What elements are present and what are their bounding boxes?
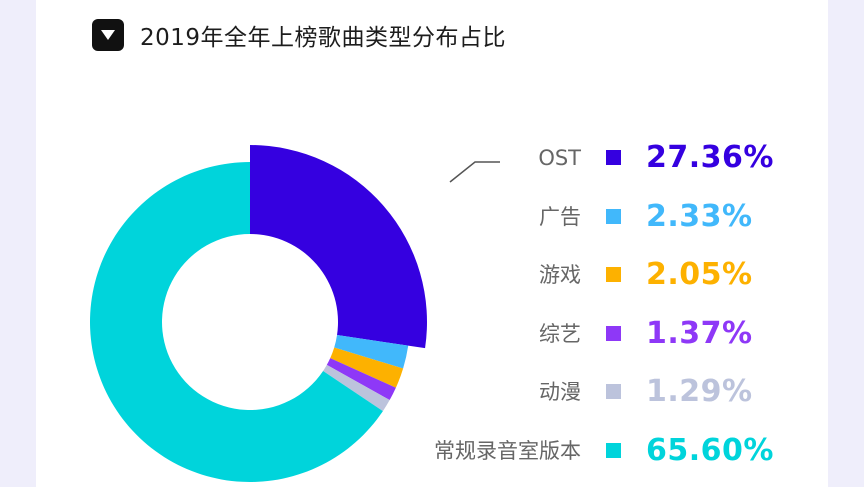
ost-leader-line [449, 161, 500, 183]
legend-label: 综艺 [539, 321, 581, 346]
legend-label: 游戏 [539, 263, 581, 287]
triangle-down-icon[interactable] [92, 19, 124, 51]
triangle-down-icon-glyph [101, 30, 115, 40]
chart-title: 2019年全年上榜歌曲类型分布占比 [140, 25, 507, 51]
legend-swatch [606, 325, 621, 341]
slice-1 [334, 335, 409, 369]
legend-item-0: OST 27.36% [0, 138, 864, 178]
legend-value: 1.29% [646, 374, 753, 409]
legend-swatch [606, 442, 621, 458]
legend-label: 动漫 [539, 380, 581, 404]
legend-item-5: 常规录音室版本 65.60% [0, 431, 864, 471]
legend-swatch [606, 208, 621, 224]
chart-header: 2019年全年上榜歌曲类型分布占比 [92, 18, 506, 52]
slice-4 [323, 364, 390, 412]
donut-slices [89, 145, 427, 482]
slice-5 [89, 162, 383, 482]
legend-label: OST [538, 146, 581, 170]
slice-2 [330, 347, 404, 388]
legend-item-2: 游戏 2.05% [0, 255, 864, 295]
legend-label: 常规录音室版本 [434, 438, 581, 463]
legend-value: 27.36% [646, 140, 774, 175]
legend-value: 2.05% [646, 257, 753, 292]
legend-value: 65.60% [646, 432, 774, 468]
legend-item-1: 广告 2.33% [0, 197, 864, 237]
legend-item-4: 动漫 1.29% [0, 372, 864, 412]
slice-0 [250, 145, 427, 349]
slice-3 [326, 358, 396, 401]
legend-swatch [606, 150, 621, 165]
legend-swatch [606, 267, 621, 282]
legend-value: 1.37% [646, 315, 753, 351]
legend-swatch [606, 384, 621, 399]
legend-value: 2.33% [646, 198, 753, 234]
legend-label: 广告 [539, 204, 581, 229]
legend-item-3: 综艺 1.37% [0, 314, 864, 354]
